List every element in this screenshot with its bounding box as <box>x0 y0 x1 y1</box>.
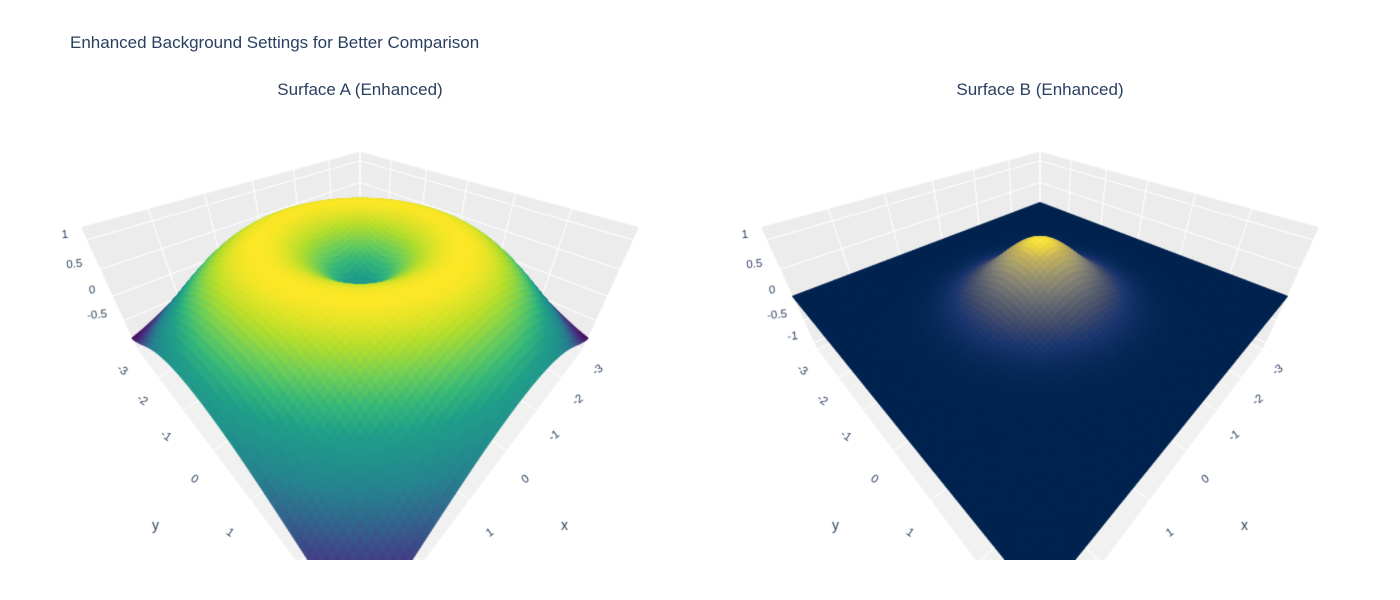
surface-plot-a-scene[interactable] <box>50 130 670 560</box>
plots-row: Surface A (Enhanced) Surface B (Enhanced… <box>50 78 1350 560</box>
surface-plot-b-scene[interactable] <box>730 130 1350 560</box>
figure-title: Enhanced Background Settings for Better … <box>70 33 480 52</box>
surface-plot-b-container: Surface B (Enhanced) <box>730 78 1350 560</box>
surface-plot-a-container: Surface A (Enhanced) <box>50 78 670 560</box>
surface-a-title: Surface A (Enhanced) <box>277 80 443 99</box>
surface-b-title: Surface B (Enhanced) <box>956 80 1124 99</box>
